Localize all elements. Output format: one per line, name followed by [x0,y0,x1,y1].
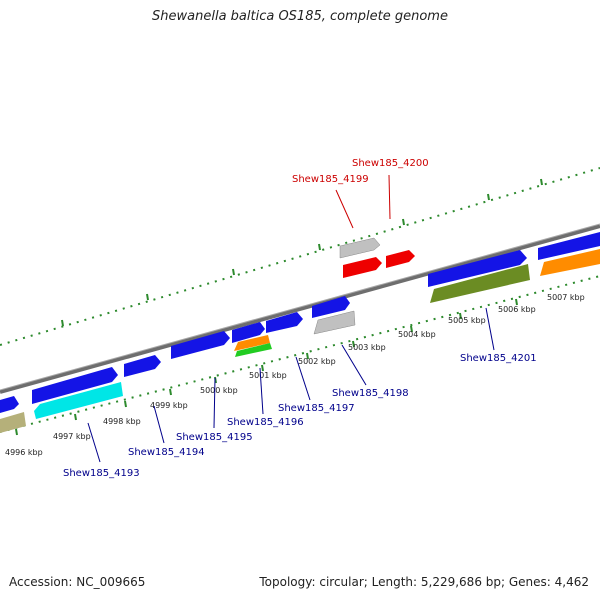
reverse-genes [0,249,600,433]
inner-major-ticks [15,298,518,436]
gene-blue [312,296,350,318]
gene-blue [0,396,19,413]
genome-backbone [0,224,600,394]
gene-blue [171,331,230,359]
gene-blue [538,232,600,260]
scale-label: 5002 kbp [298,357,336,366]
gene-label: Shew185_4195 [176,432,253,443]
gene-orange [540,249,600,276]
scale-label: 5005 kbp [448,316,486,325]
gene-label: Shew185_4197 [278,403,355,414]
gene-khaki [0,412,26,433]
genome-summary-text: Topology: circular; Length: 5,229,686 bp… [259,575,589,589]
scale-label: 5001 kbp [249,371,287,380]
gene-blue [428,250,527,287]
gene-red [343,257,382,278]
scale-label: 4996 kbp [5,448,43,457]
gene-label: Shew185_4198 [332,388,409,399]
accession-text: Accession: NC_009665 [9,575,146,589]
map-title: Shewanella baltica OS185, complete genom… [152,9,448,24]
gene-blue [232,322,265,343]
gene-label-highlight: Shew185_4199 [292,174,369,185]
scale-label: 5000 kbp [200,386,238,395]
gene-label: Shew185_4201 [460,353,537,364]
gene-green [235,343,272,357]
gene-label: Shew185_4194 [128,447,205,458]
gene-gray [339,237,381,259]
gene-olive [430,264,530,303]
forward-genes [0,232,600,413]
scale-label: 5004 kbp [398,330,436,339]
gene-orange [234,335,270,351]
scale-label: 4999 kbp [150,401,188,410]
scale-label: 4997 kbp [53,432,91,441]
gene-gray [313,310,356,335]
scale-label: 5006 kbp [498,305,536,314]
outer-major-ticks [61,178,543,327]
outer-tick-track [0,167,600,346]
gene-blue [266,312,303,333]
gene-blue [124,355,161,377]
gene-red [386,250,415,268]
gene-label: Shew185_4193 [63,468,140,479]
gene-label: Shew185_4196 [227,417,304,428]
gene-labels: Shew185_4199 Shew185_4200 Shew185_4193 S… [63,158,537,479]
gene-blue [32,367,118,404]
label-leaders [87,174,495,463]
gene-cyan [34,382,123,419]
scale-label: 4998 kbp [103,417,141,426]
scale-label: 5007 kbp [547,293,585,302]
scale-labels: 4996 kbp 4997 kbp 4998 kbp 4999 kbp 5000… [5,293,585,457]
scale-label: 5003 kbp [348,343,386,352]
gene-label-highlight: Shew185_4200 [352,158,429,169]
